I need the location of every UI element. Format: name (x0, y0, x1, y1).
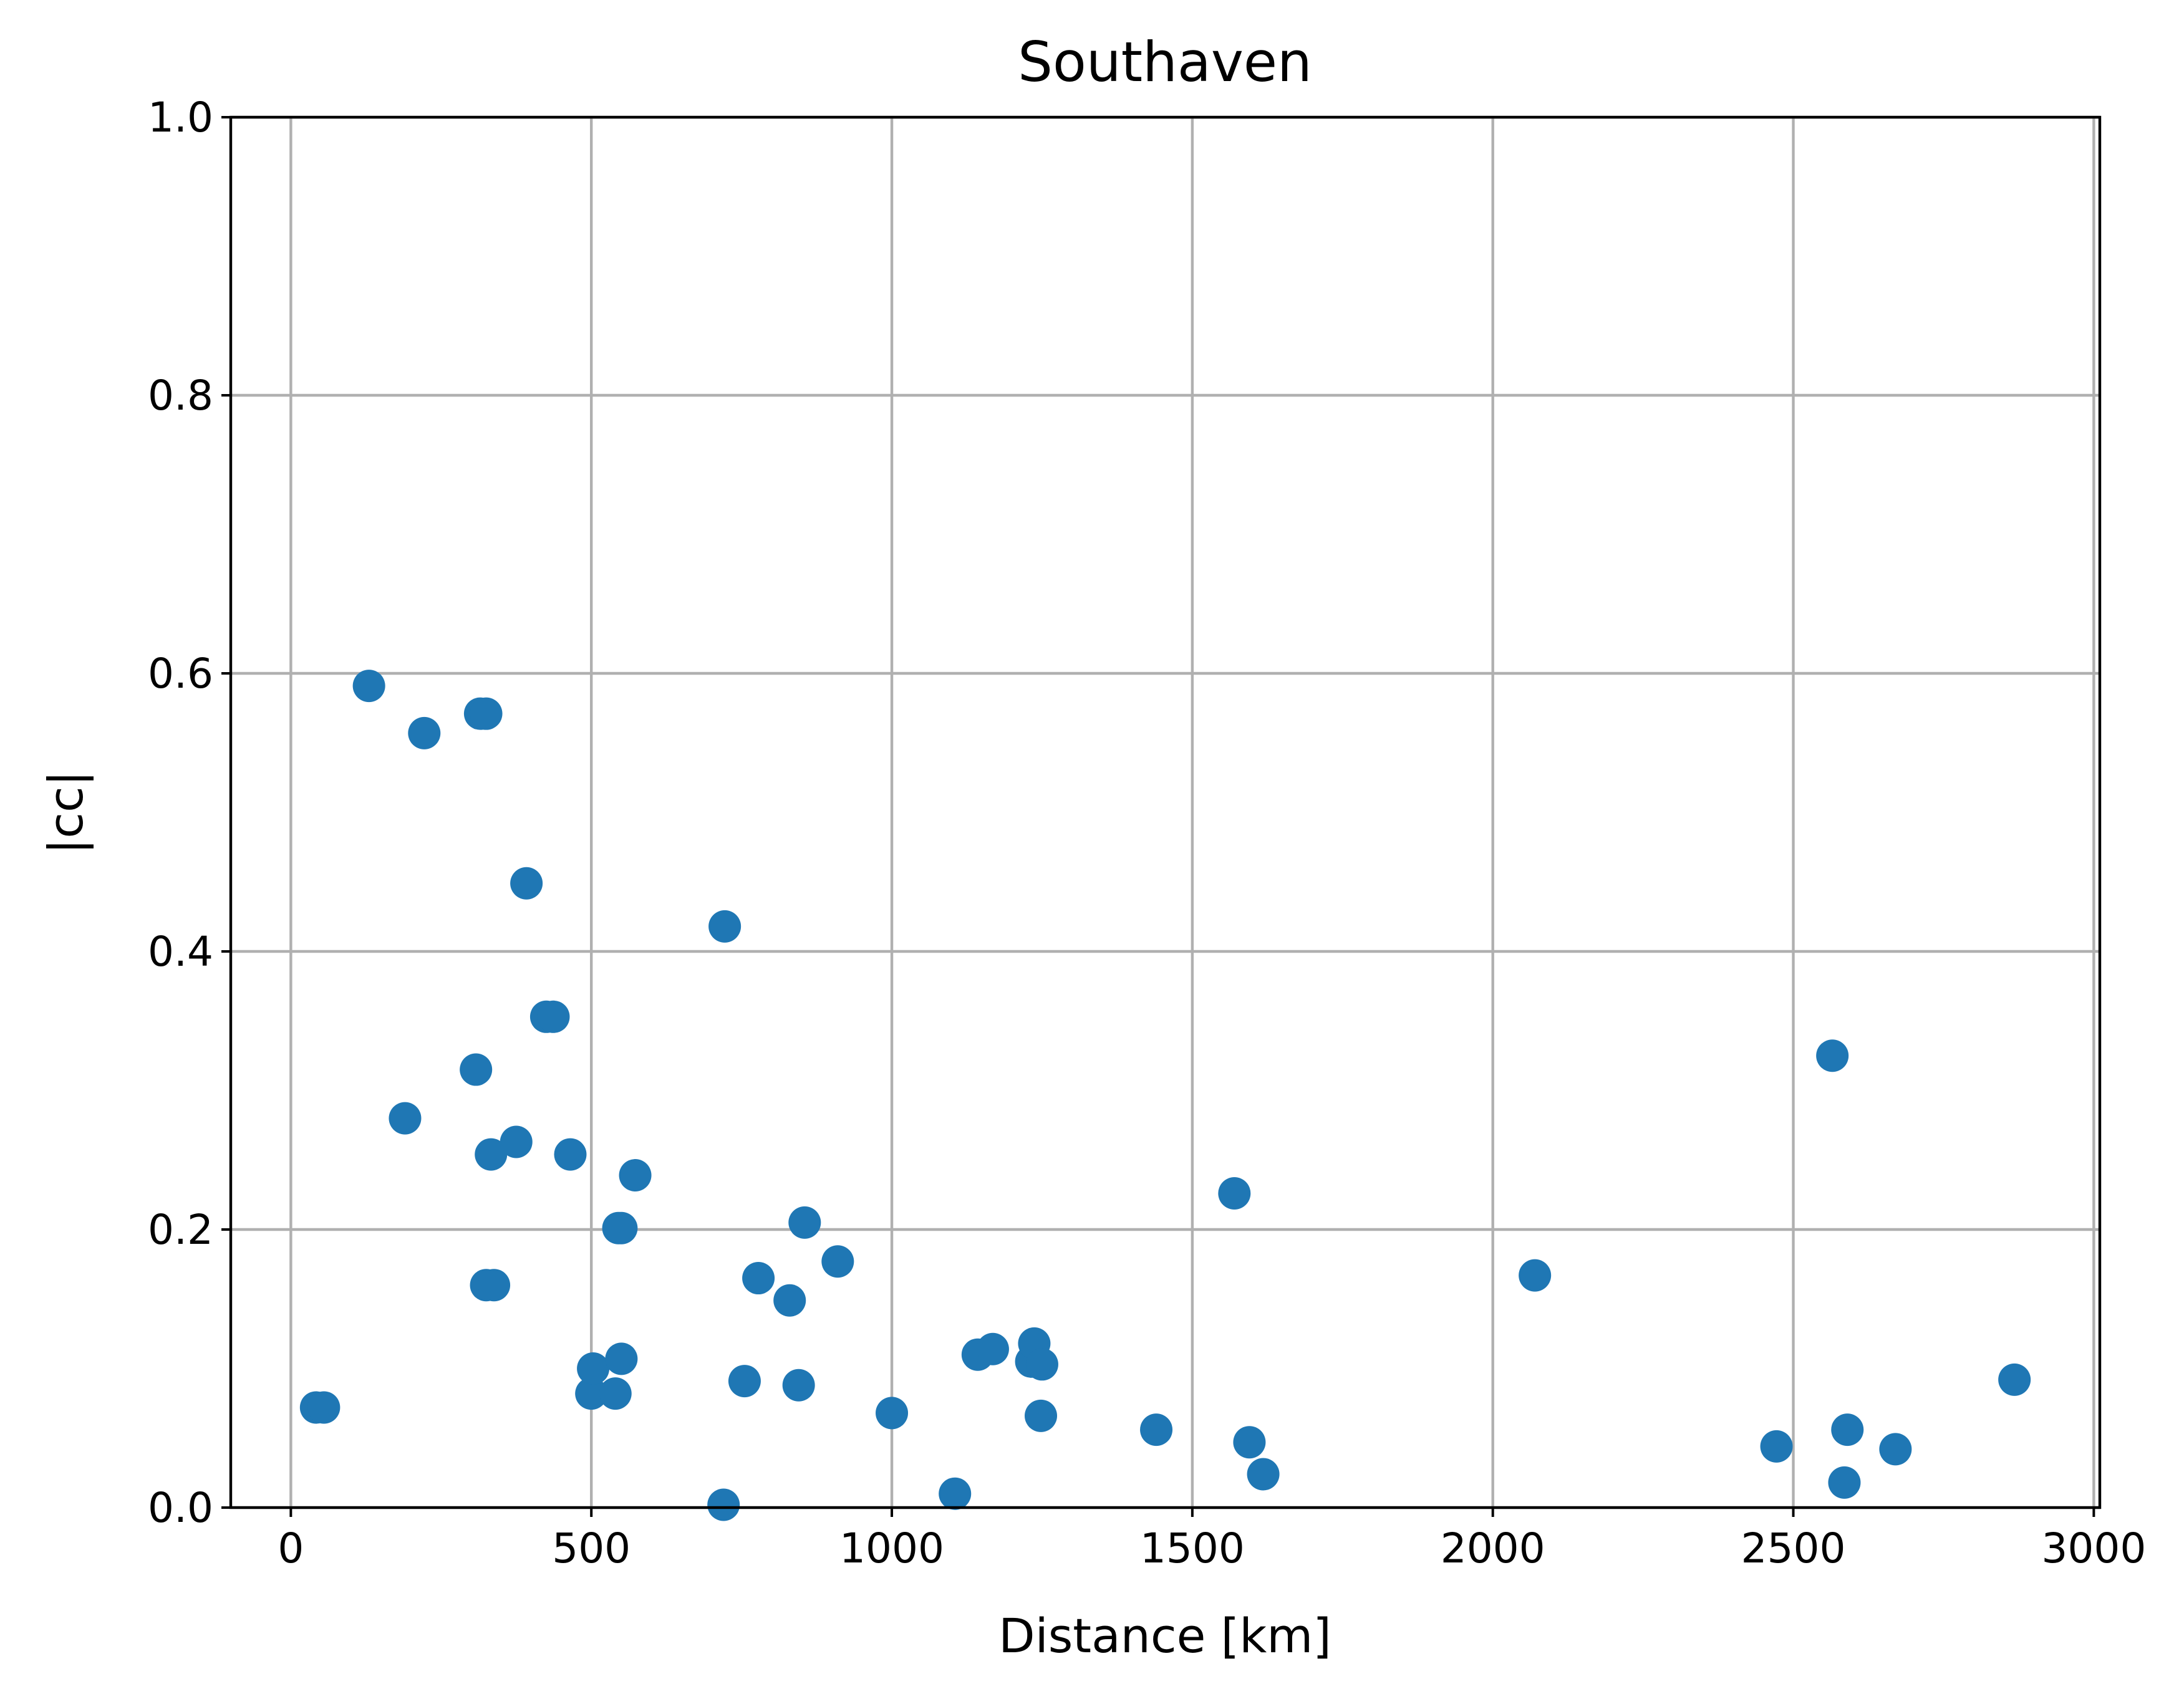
data-point (478, 1269, 511, 1302)
data-point (773, 1284, 806, 1317)
data-point (605, 1342, 638, 1375)
data-point (470, 697, 503, 730)
data-point (742, 1262, 775, 1295)
y-tick-label: 0.4 (148, 928, 213, 976)
data-point (307, 1391, 341, 1424)
data-point (1816, 1039, 1849, 1072)
y-tick-label: 0.6 (148, 650, 213, 698)
y-tick-label: 0.2 (148, 1206, 213, 1254)
data-point (976, 1332, 1009, 1365)
y-tick-label: 1.0 (148, 94, 213, 142)
data-point (728, 1365, 761, 1398)
data-point (939, 1477, 972, 1510)
data-points (299, 670, 2031, 1521)
data-point (1218, 1177, 1251, 1210)
x-tick-label: 0 (278, 1524, 304, 1572)
grid (231, 115, 2100, 1509)
data-point (577, 1352, 610, 1385)
data-point (389, 1102, 422, 1135)
x-tick-label: 1500 (1140, 1524, 1245, 1572)
data-point (537, 1000, 570, 1033)
data-point (575, 1377, 608, 1410)
data-point (876, 1397, 909, 1430)
data-point (1025, 1348, 1058, 1381)
chart-title: Southaven (1018, 30, 1312, 94)
axis-ticks: 0 500 1000 1500 2000 2500 3000 0.0 0.2 0.4 0.6 0.8 1… (148, 94, 2146, 1572)
x-tick-label: 1000 (839, 1524, 944, 1572)
data-point (510, 867, 543, 900)
data-point (1828, 1466, 1861, 1499)
data-point (788, 1206, 821, 1239)
data-point (707, 1488, 740, 1521)
x-tick-label: 500 (552, 1524, 631, 1572)
x-tick-label: 2500 (1741, 1524, 1846, 1572)
data-point (352, 670, 385, 703)
x-tick-label: 2000 (1441, 1524, 1545, 1572)
data-point (1247, 1458, 1280, 1491)
data-point (1831, 1413, 1864, 1446)
y-tick-label: 0.8 (148, 372, 213, 420)
data-point (408, 716, 441, 749)
data-point (605, 1211, 638, 1244)
plot-frame (229, 115, 2102, 1509)
x-tick-label: 3000 (2041, 1524, 2146, 1572)
data-point (500, 1125, 533, 1158)
data-point (475, 1138, 508, 1171)
data-point (1233, 1426, 1266, 1459)
data-point (1140, 1413, 1173, 1446)
data-point (821, 1245, 854, 1278)
data-point (1760, 1430, 1793, 1463)
data-point (1519, 1259, 1552, 1292)
x-axis-label: Distance [km] (998, 1608, 1331, 1663)
data-point (1998, 1363, 2031, 1396)
data-point (782, 1369, 815, 1402)
data-point (708, 910, 742, 943)
data-point (1025, 1399, 1058, 1432)
data-point (460, 1053, 493, 1086)
y-axis-label: |cc| (38, 771, 94, 855)
data-point (619, 1159, 652, 1192)
y-tick-label: 0.0 (148, 1484, 213, 1532)
data-point (599, 1377, 632, 1410)
data-point (1879, 1433, 1912, 1466)
data-point (554, 1138, 587, 1171)
